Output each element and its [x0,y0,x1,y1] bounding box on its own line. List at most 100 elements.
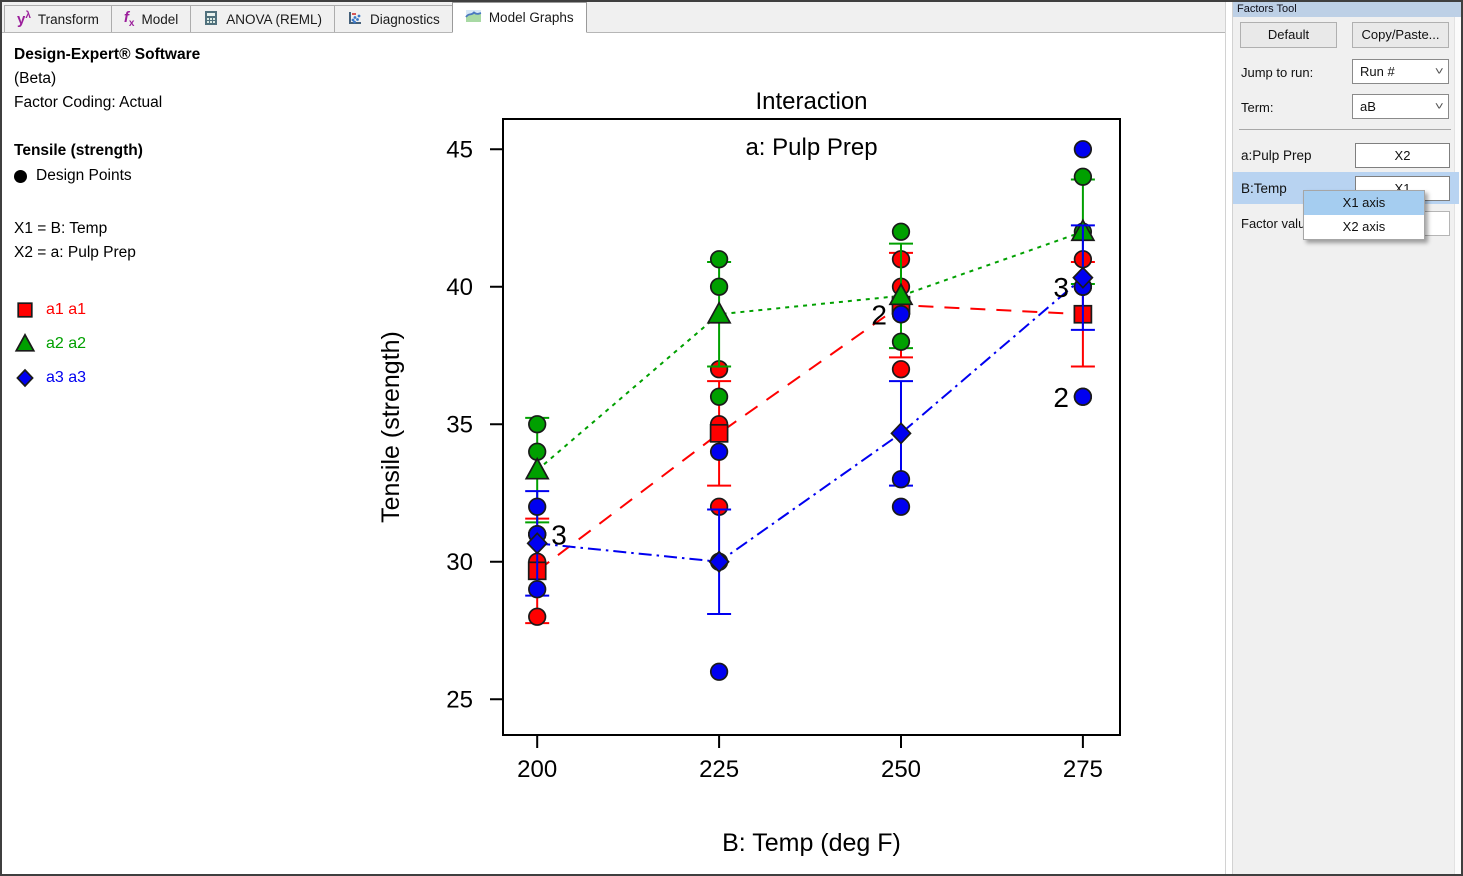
x-tick-label: 225 [699,756,739,783]
design-points-row: Design Points [14,163,354,189]
factor-label: B:Temp [1241,181,1287,196]
x-tick-label: 250 [881,756,921,783]
y-axis-title: Tensile (strength) [377,331,405,523]
menu-item-x2-axis[interactable]: X2 axis [1342,219,1386,234]
x2-assignment: X2 = a: Pulp Prep [14,244,136,261]
factor-value-label: Factor valu [1241,216,1306,231]
factors-tool-panel: Factors Tool Default Copy/Paste... Jump … [1233,2,1461,874]
transform-icon: yλ [17,10,31,28]
y-tick-label: 35 [446,411,473,438]
design-point [528,607,547,626]
response-name: Tensile (strength) [14,142,143,159]
legend-item-a3: a3 a3 [14,361,354,395]
x1-assignment: X1 = B: Temp [14,220,108,237]
mean-line-a3 [537,276,1084,563]
design-point [891,360,911,379]
design-point [1073,167,1093,186]
jump-to-run-select[interactable]: Run # ˅ [1352,59,1449,84]
tab-label: Model [141,11,179,27]
design-point [891,222,911,241]
copy-paste-button[interactable]: Copy/Paste... [1352,22,1449,48]
jump-to-run-label: Jump to run: [1241,65,1314,80]
tab-diagnostics[interactable]: Diagnostics [334,5,453,32]
menu-item-x1-axis[interactable]: X1 axis [1304,191,1424,215]
beta-label: (Beta) [14,70,57,87]
overlap-count-label: 3 [1053,272,1069,303]
square-marker-icon [17,302,33,318]
design-point [891,470,911,489]
y-tick-label: 30 [446,549,473,576]
overlap-count-label: 2 [871,299,887,330]
design-point [891,497,911,516]
tab-transform[interactable]: yλ Transform [4,5,112,32]
design-point [528,580,547,599]
default-button[interactable]: Default [1240,22,1337,48]
panel-splitter[interactable] [1225,2,1233,874]
legend-item-a1: a1 a1 [14,293,354,327]
design-point [528,415,547,434]
factors-tool-title: Factors Tool [1233,2,1461,17]
tab-model-graphs[interactable]: Model Graphs [451,2,587,33]
design-point [709,250,729,269]
plot-inner-title: a: Pulp Prep [745,134,877,161]
main-area: yλ Transform fx Model [2,2,1225,874]
design-point [1073,387,1093,406]
y-tick-label: 40 [446,274,473,301]
interaction-plot: Interaction a: Pulp Prep B: Temp (deg F) Te… [377,88,1121,857]
tab-model[interactable]: fx Model [110,5,192,32]
design-point [709,662,729,681]
tab-bar: yλ Transform fx Model [2,2,1225,33]
mean-line-a2 [536,230,1084,471]
design-point [1073,140,1093,159]
factor-coding-label: Factor Coding: Actual [14,94,163,111]
tab-label: Model Graphs [488,10,574,25]
legend-label: a3 a3 [46,369,87,386]
triangle-marker-icon [14,333,36,352]
model-icon: fx [123,8,135,29]
y-tick-label: 45 [446,136,473,163]
factor-row-pulp-prep[interactable]: a:Pulp Prep X2 [1233,140,1459,171]
design-points-label: Design Points [36,167,132,184]
jump-to-run-value: Run # [1360,64,1395,79]
design-point [891,305,911,324]
diamond-marker-icon [16,368,34,388]
term-label: Term: [1241,100,1274,115]
design-point [709,387,729,406]
design-point [528,497,547,516]
panel-scrollbar[interactable] [1454,17,1461,874]
tab-label: Transform [37,11,99,27]
tab-label: ANOVA (REML) [226,11,323,27]
app-title: Design-Expert® Software [14,46,201,63]
legend-label: a2 a2 [46,335,87,352]
chevron-down-icon: ˅ [1434,100,1444,113]
term-select[interactable]: aB ˅ [1352,94,1449,119]
info-panel: Design-Expert® Software (Beta) Factor Co… [14,43,354,395]
series-legend: a1 a1 a2 a2 a3 a3 [14,293,354,395]
mean-line-a1 [536,304,1083,572]
chart-title: Interaction [755,88,867,115]
x-tick-label: 275 [1063,756,1103,783]
section-divider [1239,129,1451,130]
calculator-icon [203,10,219,29]
overlap-count-label: 3 [551,519,567,550]
axis-context-menu: X1 axis X2 axis [1303,190,1425,240]
legend-item-a2: a2 a2 [14,327,354,361]
tab-label: Diagnostics [370,11,440,27]
overlap-count-label: 2 [1053,382,1069,413]
design-point [891,332,911,351]
legend-label: a1 a1 [46,301,87,318]
x-tick-label: 200 [517,756,557,783]
factor-label: a:Pulp Prep [1241,148,1312,163]
design-point [709,277,729,296]
chevron-down-icon: ˅ [1434,65,1444,78]
tab-anova-reml[interactable]: ANOVA (REML) [190,5,336,32]
x-axis-title: B: Temp (deg F) [722,829,901,857]
model-graphs-icon [465,8,482,27]
y-tick-label: 25 [446,686,473,713]
graph-content: Interaction a: Pulp Prep B: Temp (deg F) Te… [2,33,1225,874]
design-point [709,442,729,461]
factor-axis-box[interactable]: X2 [1355,143,1450,168]
diagnostics-icon [347,10,363,29]
term-value: aB [1360,99,1376,114]
